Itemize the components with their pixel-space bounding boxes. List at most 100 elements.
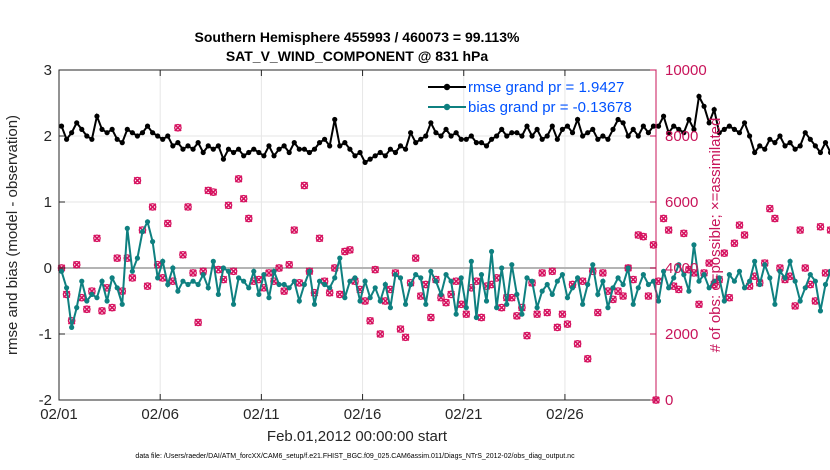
obs-assimilated-point-150 <box>816 222 825 231</box>
chart-title-line1: Southern Hemisphere 455993 / 460073 = 99… <box>195 29 520 45</box>
bias-point-2 <box>69 324 75 330</box>
obs-possible-point-61 <box>366 316 374 325</box>
right-y-tick-label: 10000 <box>665 62 707 79</box>
rmse-point-123 <box>681 130 687 136</box>
rmse-point-63 <box>377 149 383 156</box>
rmse-point-38 <box>251 146 257 152</box>
bias-point-4 <box>79 278 85 284</box>
bias-point-64 <box>382 281 388 288</box>
obs-assimilated-point-17 <box>143 282 152 290</box>
obs-assimilated-point-7 <box>93 234 101 243</box>
bias-point-69 <box>408 281 414 288</box>
left-y-axis-ticks: -2 -1 0 1 2 3 <box>39 62 65 409</box>
obs-assimilated-point-97 <box>548 267 557 276</box>
rmse-point-103 <box>580 133 586 139</box>
bias-point-40 <box>261 272 267 278</box>
obs-possible-point-62 <box>371 265 380 274</box>
right-y-axis-ticks: 0 2000 4000 6000 8000 10000 <box>650 62 707 409</box>
bias-point-14 <box>129 268 135 274</box>
bias-point-139 <box>762 262 768 268</box>
obs-assimilated-point-67 <box>396 325 405 333</box>
obs-assimilated-point-70 <box>411 254 420 262</box>
rmse-point-66 <box>392 149 399 156</box>
rmse-point-17 <box>144 123 151 129</box>
bias-point-21 <box>165 281 171 288</box>
bias-point-27 <box>195 281 201 288</box>
rmse-point-48 <box>301 146 307 152</box>
rmse-point-26 <box>190 146 196 152</box>
bias-point-63 <box>377 298 383 304</box>
bias-point-140 <box>767 275 773 281</box>
rmse-point-53 <box>327 143 333 149</box>
rmse-point-135 <box>741 120 748 126</box>
bias-point-129 <box>711 278 717 284</box>
bias-point-5 <box>84 298 90 304</box>
obs-assimilated-point-23 <box>174 123 182 132</box>
rmse-point-92 <box>524 123 530 129</box>
rmse-point-96 <box>544 133 550 139</box>
obs-possible-point-94 <box>533 310 541 319</box>
bias-point-25 <box>185 281 191 288</box>
obs-assimilated-point-31 <box>214 265 223 274</box>
obs-possible-point-110 <box>614 287 622 295</box>
rmse-point-12 <box>119 140 125 146</box>
bias-point-116 <box>645 281 652 288</box>
obs-possible-point-128 <box>705 259 713 267</box>
obs-assimilated-point-104 <box>583 354 592 363</box>
rmse-point-114 <box>635 133 641 139</box>
obs-assimilated-point-61 <box>366 317 374 325</box>
bias-point-84 <box>483 298 490 304</box>
obs-assimilated-point-44 <box>280 287 288 295</box>
obs-assimilated-point-135 <box>740 231 749 239</box>
bias-point-132 <box>726 272 732 278</box>
bias-point-147 <box>802 285 808 291</box>
obs-assimilated-point-89 <box>508 293 516 302</box>
rmse-point-97 <box>549 123 555 129</box>
bias-point-114 <box>635 285 641 291</box>
rmse-point-50 <box>311 146 318 152</box>
left-y-tick-label: -1 <box>39 326 52 343</box>
bias-point-11 <box>114 285 120 291</box>
bias-point-19 <box>155 275 161 281</box>
obs-assimilated-point-62 <box>371 265 379 274</box>
obs-assimilated-point-15 <box>133 176 142 185</box>
rmse-point-150 <box>817 149 824 156</box>
bias-point-51 <box>316 278 323 284</box>
rmse-point-58 <box>352 153 358 159</box>
obs-assimilated-point-35 <box>234 175 243 183</box>
obs-possible-point-95 <box>538 269 547 277</box>
rmse-point-104 <box>585 130 591 136</box>
obs-possible-point-17 <box>143 282 152 290</box>
rmse-point-25 <box>185 143 191 149</box>
obs-assimilated-point-5 <box>83 305 91 314</box>
obs-possible-point-51 <box>315 234 324 243</box>
bias-point-87 <box>499 265 505 271</box>
rmse-point-79 <box>458 136 464 142</box>
obs-possible-point-132 <box>725 293 734 302</box>
rmse-point-101 <box>569 130 576 136</box>
bias-point-70 <box>413 272 419 278</box>
rmse-point-70 <box>413 140 419 146</box>
obs-assimilated-point-128 <box>705 259 713 267</box>
obs-possible-point-152 <box>826 226 830 234</box>
rmse-point-21 <box>165 133 171 139</box>
rmse-point-144 <box>787 140 793 146</box>
bias-point-77 <box>448 278 454 284</box>
bias-point-36 <box>241 278 247 284</box>
bias-point-126 <box>696 278 702 284</box>
obs-possible-point-68 <box>401 333 410 342</box>
obs-assimilated-point-45 <box>285 260 293 269</box>
bias-point-34 <box>230 301 237 307</box>
rmse-point-152 <box>827 149 830 156</box>
rmse-point-37 <box>246 149 252 156</box>
x-tick-label: 02/06 <box>141 406 179 423</box>
rmse-point-116 <box>645 130 652 136</box>
bias-point-75 <box>438 291 444 297</box>
rmse-point-131 <box>721 126 727 132</box>
obs-assimilated-point-146 <box>796 226 804 234</box>
obs-possible-point-73 <box>427 313 435 322</box>
obs-assimilated-point-41 <box>265 269 273 277</box>
bias-point-85 <box>488 248 495 255</box>
obs-possible-point-24 <box>179 250 187 259</box>
obs-possible-point-92 <box>523 331 531 340</box>
